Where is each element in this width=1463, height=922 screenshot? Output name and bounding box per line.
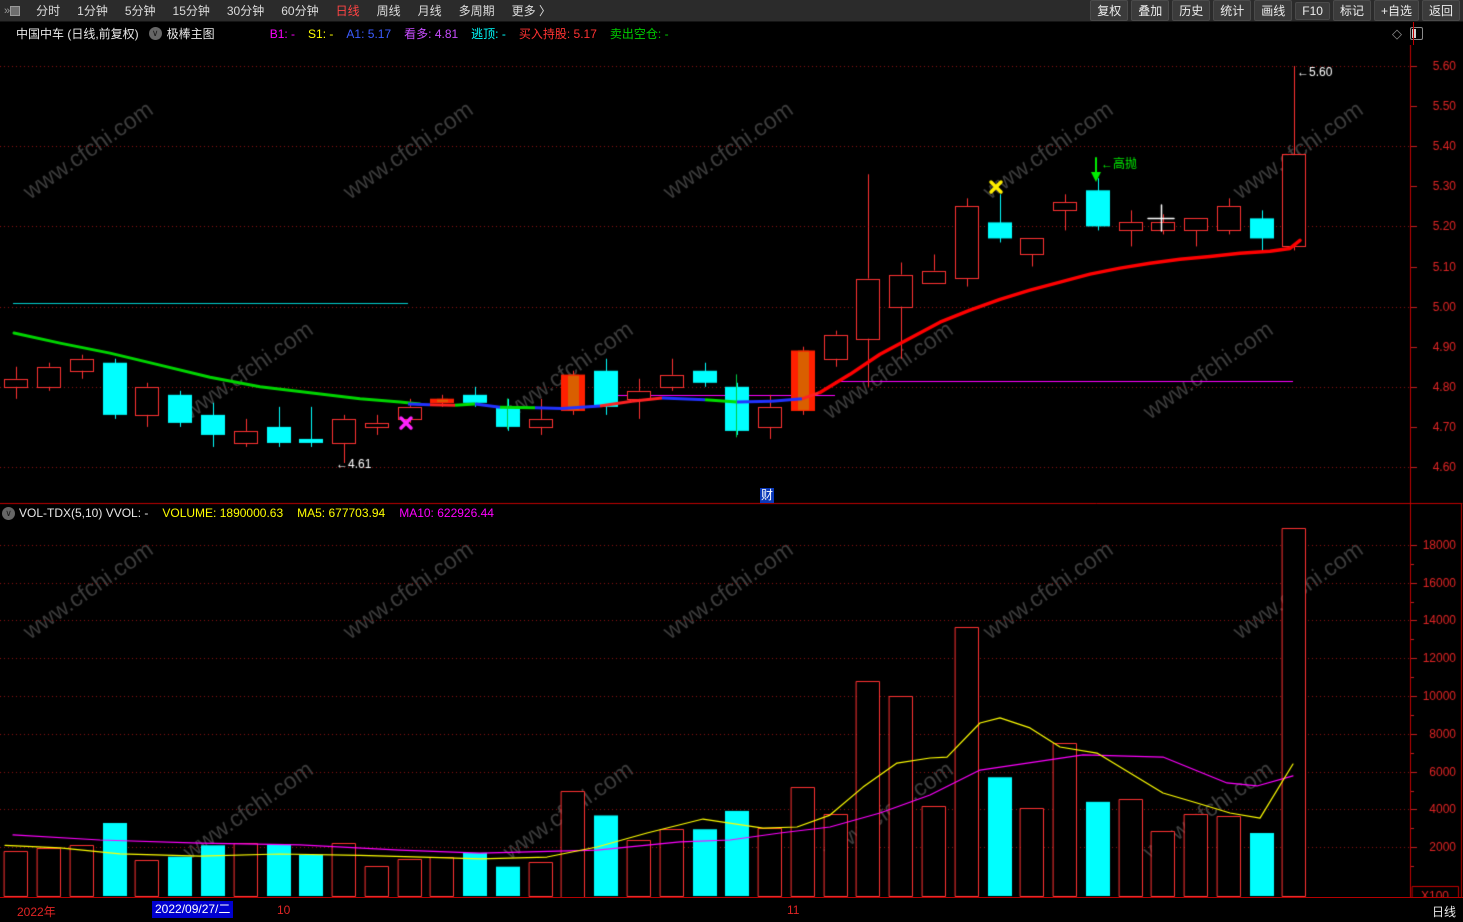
menu-item-5min[interactable]: 5分钟 — [124, 4, 156, 18]
add-watchlist-button[interactable]: +自选 — [1373, 0, 1419, 21]
field-a1: A1: 5.17 — [346, 26, 392, 41]
lishi-button[interactable]: 历史 — [1172, 0, 1211, 21]
diejia-button[interactable]: 叠加 — [1131, 0, 1170, 21]
volume-header: ∨ VOL-TDX(5,10) VVOL: - VOLUME: 1890000.… — [0, 505, 494, 521]
menu-item-monthly[interactable]: 月线 — [417, 4, 442, 18]
menu-item-15min[interactable]: 15分钟 — [172, 4, 210, 18]
menu-item-60min[interactable]: 60分钟 — [281, 4, 319, 18]
chevron-down-icon[interactable]: ∨ — [2, 506, 15, 520]
field-b1: B1: - — [269, 26, 296, 41]
menu-item-weekly[interactable]: 周线 — [376, 4, 401, 18]
date-axis[interactable]: 2022年 2022/09/27/二 10 11 日线 — [0, 897, 1463, 922]
period-menu: 分时 1分钟 5分钟 15分钟 30分钟 60分钟 日线 周线 月线 多周期 更… — [36, 2, 551, 19]
indicator-values: B1: - S1: - A1: 5.17 看多: 4.81 逃顶: - 买入持股… — [270, 25, 669, 42]
back-button[interactable]: 返回 — [1421, 0, 1460, 21]
app-window-icon[interactable]: » — [4, 5, 21, 17]
chevron-down-icon[interactable]: ∨ — [148, 27, 162, 40]
volume-ma5-value: MA5: 677703.94 — [297, 506, 386, 520]
top-menu-bar: » 分时 1分钟 5分钟 15分钟 30分钟 60分钟 日线 周线 月线 多周期… — [0, 0, 1463, 22]
period-label: 日线 — [1432, 905, 1457, 919]
diamond-icon[interactable]: ◇ — [1392, 25, 1402, 41]
field-s1: S1: - — [308, 26, 334, 41]
toolbar: 复权 叠加 历史 统计 画线 F10 标记 +自选 返回 — [1090, 0, 1460, 21]
indicator-name: 极棒主图 — [166, 27, 215, 41]
split-window-icon[interactable] — [1410, 27, 1423, 40]
menu-item-1min[interactable]: 1分钟 — [77, 4, 108, 18]
f10-button[interactable]: F10 — [1295, 1, 1330, 20]
month-label-november: 11 — [787, 903, 800, 917]
stock-title: 中国中车 (日线,前复权) — [16, 27, 139, 41]
financial-event-badge[interactable]: 财 — [760, 488, 775, 503]
year-label: 2022年 — [17, 905, 56, 919]
selected-date-label: 2022/09/27/二 — [152, 901, 234, 918]
volume-value: VOLUME: 1890000.63 — [162, 506, 284, 520]
volume-indicator-name: VOL-TDX(5,10) VVOL: - — [19, 506, 149, 520]
menu-item-daily[interactable]: 日线 — [335, 4, 360, 18]
menu-item-30min[interactable]: 30分钟 — [226, 4, 265, 18]
field-kanduo: 看多: 4.81 — [404, 27, 459, 41]
tongji-button[interactable]: 统计 — [1213, 0, 1252, 21]
field-taoding: 逃顶: - — [471, 27, 506, 41]
axis-divider — [1413, 22, 1414, 45]
biaoji-button[interactable]: 标记 — [1332, 0, 1371, 21]
field-maichu: 卖出空仓: - — [609, 27, 669, 41]
field-mairu: 买入持股: 5.17 — [518, 27, 597, 41]
volume-ma10-value: MA10: 622926.44 — [399, 506, 494, 520]
menu-item-fenshi[interactable]: 分时 — [36, 4, 61, 18]
menu-item-more[interactable]: 更多 〉 — [511, 4, 551, 18]
huaxian-button[interactable]: 画线 — [1254, 0, 1293, 21]
month-label-october: 10 — [277, 903, 291, 917]
info-bar: 中国中车 (日线,前复权) ∨ 极棒主图 B1: - S1: - A1: 5.1… — [0, 22, 1463, 45]
menu-item-multi-period[interactable]: 多周期 — [458, 4, 495, 18]
fuquan-button[interactable]: 复权 — [1090, 0, 1129, 21]
